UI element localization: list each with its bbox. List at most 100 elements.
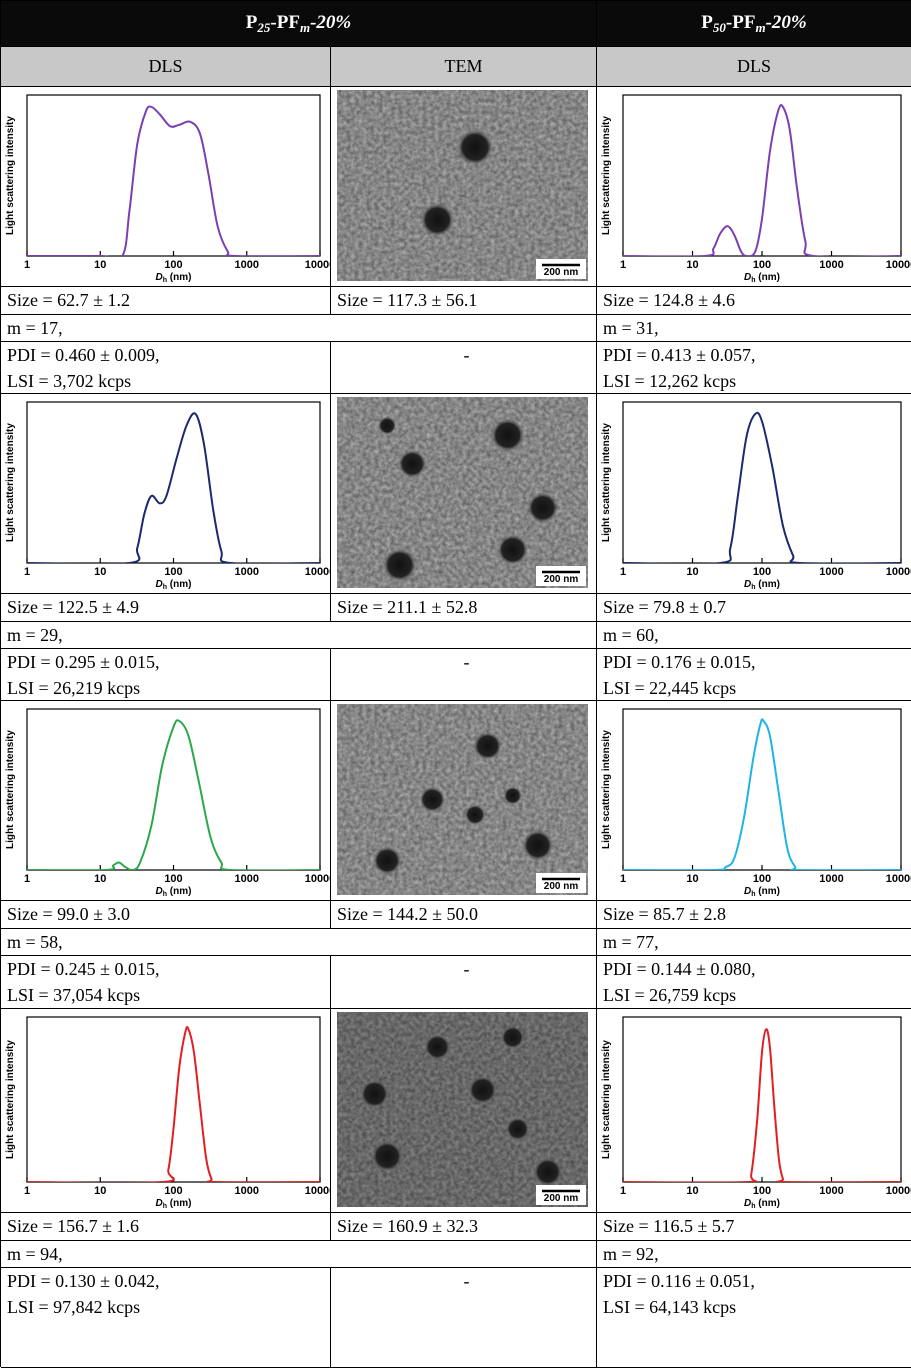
m-cell: m = 94, [1,1241,597,1268]
x-label-part: D [744,886,751,897]
m-text: m = 31, [603,315,911,341]
pdi-text: PDI = 0.116 ± 0.051, [603,1268,911,1294]
size-cell: Size = 79.8 ± 0.7 [597,594,911,622]
x-tick-label: 1 [620,873,626,885]
x-tick-label: 1 [620,566,626,578]
pdi-text: PDI = 0.295 ± 0.015, [7,649,330,675]
pdi-lsi-cell: PDI = 0.130 ± 0.042,LSI = 97,842 kcps [1,1268,331,1368]
x-tick-label: 1 [620,259,626,271]
x-tick-label: 100 [164,873,182,885]
dls-chart: 110100100010000Light scattering intensit… [1,87,330,286]
x-tick-label: 10000 [886,1185,911,1197]
tem-image: 200 nm [331,1009,596,1212]
scale-label: 200 nm [544,1193,579,1204]
size-text: Size = 85.7 ± 2.8 [603,901,911,927]
size-text: Size = 124.8 ± 4.6 [603,287,911,313]
plot-frame [27,402,320,563]
dls-chart: 110100100010000Light scattering intensit… [597,701,911,900]
x-tick-label: 100 [753,566,771,578]
x-tick-label: 100 [164,1185,182,1197]
m-cell: m = 77, [597,929,911,956]
x-tick-label: 100 [753,1185,771,1197]
plot-frame [623,1017,901,1182]
size-cell: Size = 124.8 ± 4.6 [597,287,911,315]
x-axis-label: Dh (nm) [744,579,780,591]
tem-particle [373,846,402,875]
x-tick-label: 100 [164,259,182,271]
x-label-part: D [156,886,163,897]
m-cell: m = 92, [597,1241,911,1268]
x-label-part: (nm) [167,579,191,590]
header-part: 50 [713,20,726,35]
x-tick-label: 10000 [886,259,911,271]
x-tick-label: 1000 [819,566,843,578]
scale-label: 200 nm [544,881,579,892]
m-cell: m = 29, [1,622,597,649]
x-label-part: (nm) [756,579,780,590]
dls-curve [27,106,320,259]
dls-cell: 110100100010000Light scattering intensit… [1,87,331,287]
tem-particle [372,1141,403,1172]
empty-cell: - [331,342,597,394]
pdi-lsi-cell: PDI = 0.116 ± 0.051,LSI = 64,143 kcps [597,1268,911,1368]
group-header: P25-PFm-20% [1,1,597,47]
tem-particle [424,1034,450,1060]
dls-curve [27,413,320,564]
plot-frame [27,1017,320,1182]
size-cell: Size = 160.9 ± 32.3 [331,1213,597,1241]
x-tick-label: 10000 [305,1185,330,1197]
pdi-lsi-cell: PDI = 0.144 ± 0.080,LSI = 26,759 kcps [597,956,911,1009]
header-part: -PF [726,12,756,33]
page: P25-PFm-20%P50-PFm-20%DLSTEMDLS110100100… [0,0,911,1367]
column-label: DLS [148,56,182,76]
x-tick-label: 1 [24,259,30,271]
plot-frame [27,95,320,256]
m-text: m = 94, [7,1241,596,1267]
tem-particle [522,830,553,861]
header-part: P [246,12,258,33]
y-axis-label: Light scattering intensity [5,423,16,542]
x-label-part: (nm) [167,886,191,897]
size-text: Size = 122.5 ± 4.9 [7,594,330,620]
dls-curve [623,1029,901,1182]
dls-cell: 110100100010000Light scattering intensit… [597,87,911,287]
dls-cell: 110100100010000Light scattering intensit… [597,1009,911,1213]
header-part: m [300,20,310,35]
column-label: DLS [737,56,771,76]
m-text: m = 77, [603,929,911,955]
x-tick-label: 1000 [819,1185,843,1197]
x-tick-label: 1000 [235,566,259,578]
pdi-text: PDI = 0.460 ± 0.009, [7,342,330,368]
x-tick-label: 1 [24,873,30,885]
dls-cell: 110100100010000Light scattering intensit… [1,394,331,594]
size-cell: Size = 122.5 ± 4.9 [1,594,331,622]
x-tick-label: 10000 [886,566,911,578]
dash-text: - [337,1268,596,1294]
x-label-part: (nm) [756,272,780,283]
y-axis-label: Light scattering intensity [601,1040,612,1159]
tem-particle [534,1158,563,1187]
header-part: -20% [310,12,351,33]
size-text: Size = 116.5 ± 5.7 [603,1213,911,1239]
tem-particle [473,732,502,761]
lsi-text: LSI = 12,262 kcps [603,368,911,394]
tem-cell: 200 nm [331,1009,597,1213]
header-part: -20% [766,12,807,33]
m-cell: m = 17, [1,315,597,342]
x-tick-label: 10 [686,1185,698,1197]
column-header: DLS [597,47,911,87]
size-text: Size = 62.7 ± 1.2 [7,287,330,313]
tem-cell: 200 nm [331,394,597,594]
size-cell: Size = 156.7 ± 1.6 [1,1213,331,1241]
dls-cell: 110100100010000Light scattering intensit… [597,394,911,594]
x-label-part: D [156,1198,163,1209]
x-tick-label: 10 [94,566,106,578]
tem-particle [527,492,558,523]
pdi-text: PDI = 0.245 ± 0.015, [7,956,330,982]
column-label: TEM [445,56,483,76]
x-label-part: D [744,579,751,590]
dls-chart: 110100100010000Light scattering intensit… [597,394,911,593]
tem-particle [398,450,427,479]
tem-image: 200 nm [331,394,596,593]
x-axis-label: Dh (nm) [156,886,192,898]
